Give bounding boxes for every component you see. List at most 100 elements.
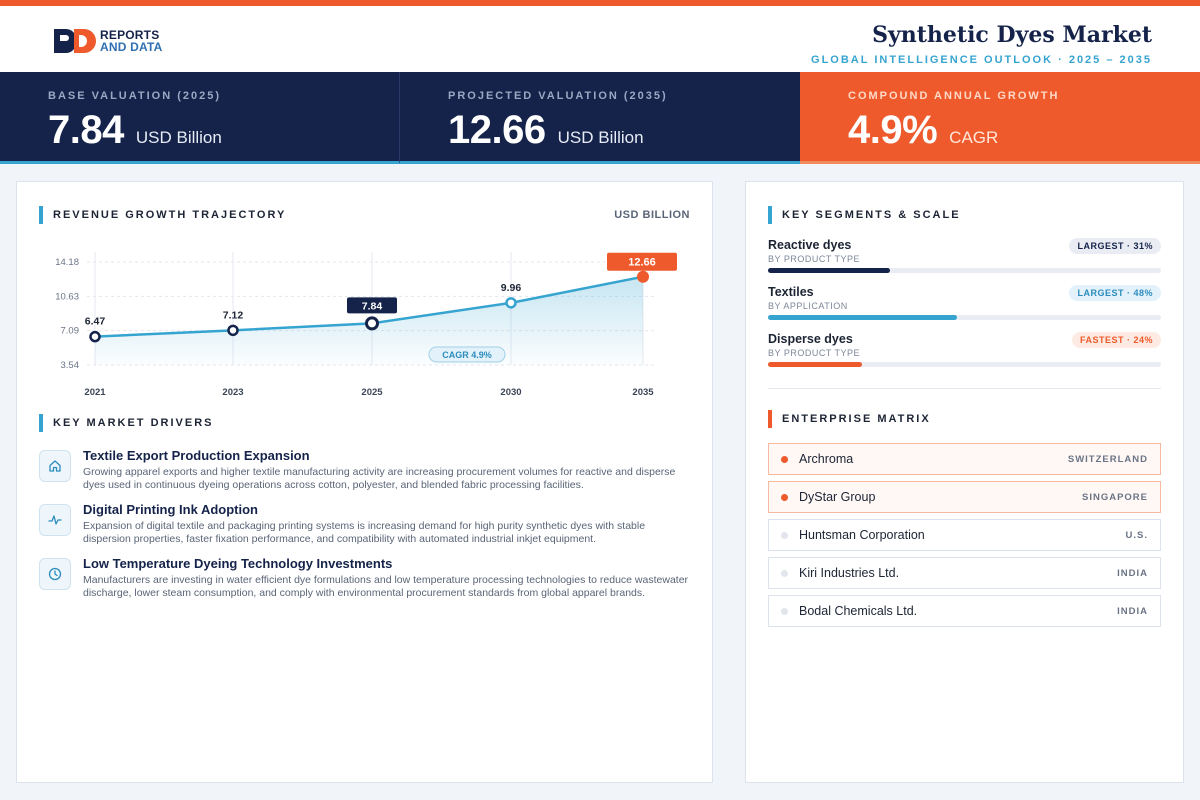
logo-line-2: AND DATA — [100, 40, 163, 54]
segment-bar-fill — [768, 315, 957, 320]
left-panel: REVENUE GROWTH TRAJECTORY USD BILLION 3.… — [16, 181, 713, 783]
company-country: SINGAPORE — [1081, 492, 1148, 503]
segment-bar-fill — [768, 362, 863, 367]
segment-bar-fill — [768, 268, 890, 273]
kpi-value: 7.84 — [48, 108, 124, 152]
x-tick-label: 2025 — [361, 387, 383, 398]
title-block: Synthetic Dyes Market GLOBAL INTELLIGENC… — [811, 22, 1152, 66]
driver-description: Growing apparel exports and higher texti… — [83, 466, 676, 491]
x-tick-label: 2030 — [500, 387, 521, 398]
logo-wordmark: REPORTS AND DATA — [100, 29, 162, 53]
trajectory-heading: REVENUE GROWTH TRAJECTORY — [39, 206, 286, 224]
driver-title: Textile Export Production Expansion — [83, 448, 310, 463]
driver-title: Low Temperature Dyeing Technology Invest… — [83, 556, 393, 571]
y-tick-label: 3.54 — [61, 360, 80, 371]
section-title: KEY SEGMENTS & SCALE — [782, 209, 961, 221]
company-row[interactable]: Bodal Chemicals Ltd. INDIA — [768, 595, 1161, 627]
driver-description: Expansion of digital textile and packagi… — [83, 520, 646, 545]
kpi-value: 12.66 — [448, 108, 546, 152]
company-name: Huntsman Corporation — [799, 528, 925, 542]
cagr-pill — [428, 346, 506, 363]
revenue-line-chart: 3.54 7.09 10.63 14.18 2021 2023 2025 2030 2035 6.… — [55, 252, 677, 398]
data-label: 9.96 — [501, 282, 522, 294]
data-label: 12.66 — [628, 257, 656, 269]
company-country: SWITZERLAND — [1067, 454, 1148, 465]
drivers-list: Textile Export Production Expansion Grow… — [39, 448, 689, 610]
segment-item: Reactive dyes BY PRODUCT TYPE LARGEST · … — [768, 238, 1161, 285]
activity-icon — [39, 504, 71, 536]
segment-category: BY PRODUCT TYPE — [768, 254, 861, 264]
status-dot — [781, 608, 788, 615]
home-icon — [39, 450, 71, 482]
segment-badge: LARGEST · 48% — [1069, 285, 1161, 301]
company-country: INDIA — [1117, 568, 1148, 579]
status-dot — [781, 570, 788, 577]
segment-bar-track — [768, 315, 1161, 320]
top-accent-stripe — [0, 0, 1200, 6]
segment-category: BY PRODUCT TYPE — [768, 348, 861, 358]
y-tick-label: 14.18 — [55, 257, 79, 268]
cagr-pill-label: CAGR 4.9% — [442, 350, 492, 360]
section-title: ENTERPRISE MATRIX — [782, 413, 931, 425]
status-dot — [781, 456, 788, 463]
kpi-unit: CAGR — [949, 128, 999, 147]
data-label: 7.12 — [223, 309, 244, 321]
company-row[interactable]: Kiri Industries Ltd. INDIA — [768, 557, 1161, 589]
segment-bar-track — [768, 362, 1161, 367]
matrix-heading: ENTERPRISE MATRIX — [768, 410, 931, 428]
x-tick-label: 2023 — [222, 387, 243, 398]
section-title: KEY MARKET DRIVERS — [53, 417, 214, 429]
segment-category: BY APPLICATION — [768, 301, 848, 311]
data-point — [505, 297, 517, 309]
page-title: Synthetic Dyes Market — [872, 22, 1152, 48]
kpi-label: BASE VALUATION (2025) — [48, 90, 222, 102]
kpi-bar: BASE VALUATION (2025) 7.84 USD Billion P… — [0, 72, 1200, 164]
y-tick-label: 10.63 — [55, 291, 79, 302]
data-label: 7.84 — [362, 300, 383, 312]
status-dot — [781, 532, 788, 539]
segment-badge: FASTEST · 24% — [1071, 332, 1161, 348]
clock-icon — [39, 558, 71, 590]
data-point — [89, 330, 101, 343]
company-name: Bodal Chemicals Ltd. — [799, 604, 918, 618]
logo-line-1: REPORTS — [100, 28, 160, 42]
data-point — [227, 324, 239, 337]
data-label-badge — [347, 297, 397, 314]
kpi-unit: USD Billion — [135, 128, 222, 147]
page-subtitle: GLOBAL INTELLIGENCE OUTLOOK · 2025 – 203… — [811, 54, 1152, 66]
segment-name: Disperse dyes — [768, 332, 853, 346]
x-tick-label: 2021 — [84, 387, 106, 398]
company-row[interactable]: Archroma SWITZERLAND — [768, 443, 1161, 475]
company-country: INDIA — [1117, 606, 1148, 617]
segment-name: Textiles — [768, 285, 814, 299]
company-name: DyStar Group — [799, 490, 876, 504]
kpi-cagr: COMPOUND ANNUAL GROWTH 4.9% CAGR — [800, 72, 1200, 164]
segments-list: Reactive dyes BY PRODUCT TYPE LARGEST · … — [768, 238, 1161, 379]
status-dot — [781, 494, 788, 501]
reports-and-data-logo[interactable]: REPORTS AND DATA — [54, 28, 162, 54]
kpi-unit: USD Billion — [557, 128, 644, 147]
driver-item: Digital Printing Ink Adoption Expansion … — [39, 502, 689, 546]
segment-item: Textiles BY APPLICATION LARGEST · 48% — [768, 285, 1161, 332]
rd-logo-icon — [54, 29, 98, 53]
driver-item: Low Temperature Dyeing Technology Invest… — [39, 556, 689, 600]
data-point — [637, 270, 649, 283]
segment-name: Reactive dyes — [768, 238, 852, 252]
company-row[interactable]: DyStar Group SINGAPORE — [768, 481, 1161, 513]
kpi-base-valuation: BASE VALUATION (2025) 7.84 USD Billion — [0, 72, 400, 164]
driver-item: Textile Export Production Expansion Grow… — [39, 448, 689, 492]
driver-description: Manufacturers are investing in water eff… — [83, 574, 689, 599]
x-tick-label: 2035 — [632, 387, 654, 398]
data-label-badge — [607, 252, 677, 271]
segment-bar-track — [768, 268, 1161, 273]
data-label: 6.47 — [85, 316, 106, 328]
section-title: REVENUE GROWTH TRAJECTORY — [53, 209, 287, 221]
chart-unit-label: USD BILLION — [614, 209, 690, 221]
company-name: Archroma — [799, 452, 854, 466]
company-row[interactable]: Huntsman Corporation U.S. — [768, 519, 1161, 551]
page-header: REPORTS AND DATA Synthetic Dyes Market G… — [0, 6, 1200, 72]
area-fill — [95, 276, 643, 365]
kpi-value: 4.9% — [848, 108, 938, 152]
segments-heading: KEY SEGMENTS & SCALE — [768, 206, 961, 224]
kpi-label: PROJECTED VALUATION (2035) — [448, 90, 668, 102]
